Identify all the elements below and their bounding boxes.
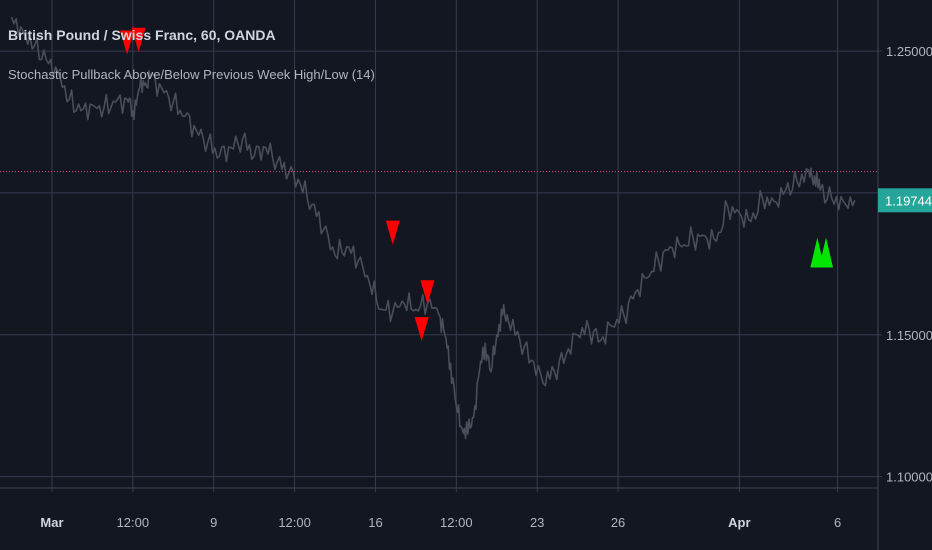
last-price-tag: 1.19744	[878, 188, 932, 213]
symbol-title[interactable]: British Pound / Swiss Franc, 60, OANDA	[8, 27, 276, 43]
x-tick-label: 16	[368, 515, 382, 530]
x-tick-label: 23	[530, 515, 544, 530]
x-tick-label: 26	[611, 515, 625, 530]
sell-signal-marker	[385, 220, 400, 245]
last-price-label: 1.19744	[885, 193, 932, 208]
price-series	[10, 16, 856, 440]
x-tick-label: 12:00	[440, 515, 473, 530]
x-tick-label: 12:00	[278, 515, 311, 530]
signal-markers	[120, 27, 834, 342]
buy-signal-marker	[819, 237, 834, 268]
x-tick-label: 6	[834, 515, 841, 530]
time-axis[interactable]: Mar 12:00 9 12:00 16 12:00 23 26 Apr 6	[40, 488, 841, 530]
price-line	[10, 16, 856, 440]
sell-signal-marker	[120, 30, 135, 55]
y-tick-label: 1.25000	[886, 44, 932, 59]
y-tick-label: 1.15000	[886, 328, 932, 343]
x-tick-label: 12:00	[117, 515, 150, 530]
sell-signal-marker	[414, 317, 429, 342]
sell-signal-marker	[131, 27, 146, 52]
last-price-tag-bg	[878, 188, 932, 213]
x-tick-label: 9	[210, 515, 217, 530]
sell-signal-marker	[420, 280, 435, 305]
y-tick-label: 1.10000	[886, 470, 932, 485]
indicator-title[interactable]: Stochastic Pullback Above/Below Previous…	[8, 67, 375, 82]
x-tick-label: Mar	[40, 515, 63, 530]
x-tick-label: Apr	[728, 515, 750, 530]
